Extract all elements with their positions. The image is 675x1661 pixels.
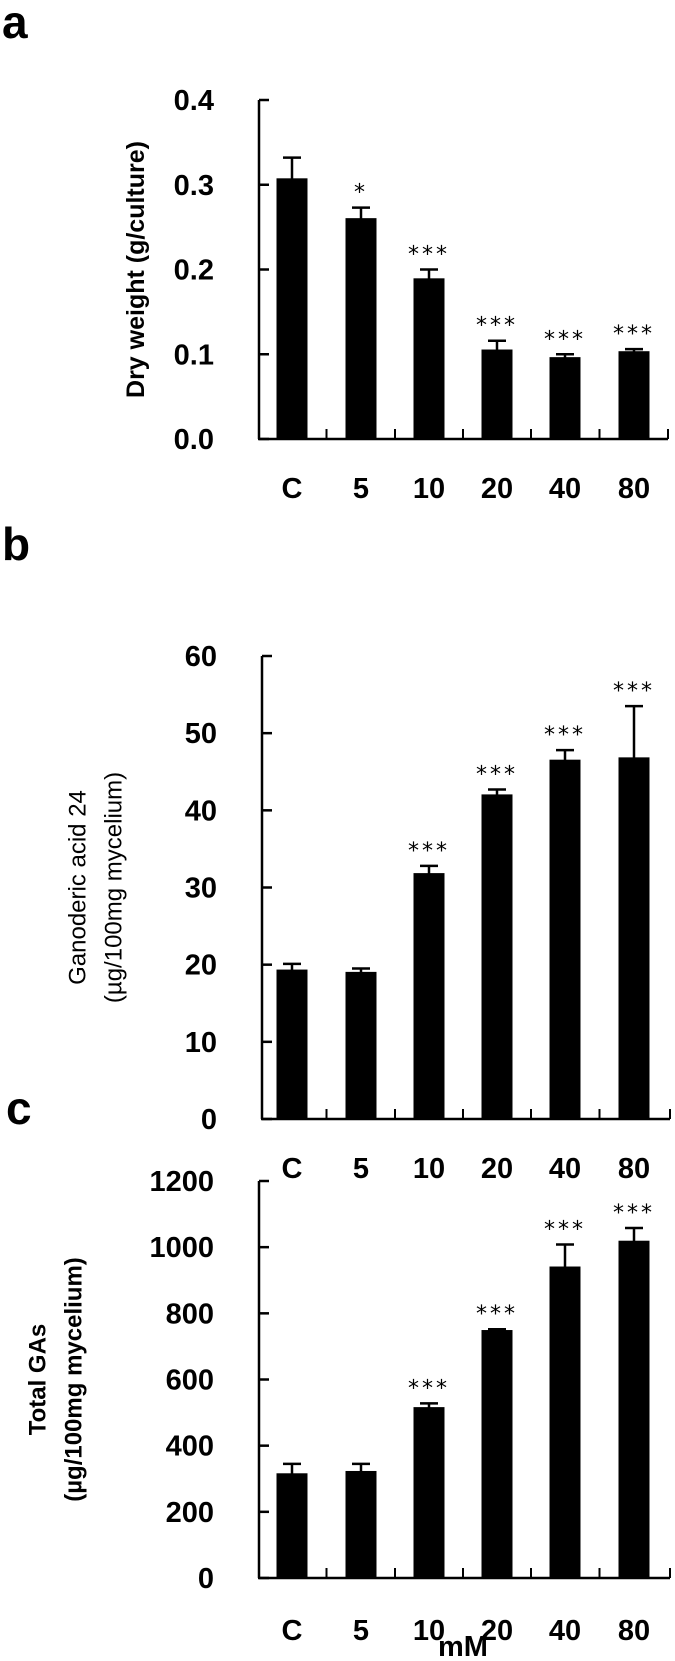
bar-c-5	[345, 1462, 377, 1579]
bar	[549, 759, 581, 1120]
y-tick-label: 20	[185, 950, 217, 982]
bar	[481, 349, 513, 440]
x-tick-label: 40	[549, 1615, 581, 1647]
y-tick-label: 50	[185, 718, 217, 750]
x-axis-label: mM	[438, 1631, 488, 1661]
bar	[549, 357, 581, 440]
bar-a-20: ***	[476, 314, 518, 440]
y-tick-label: 0.1	[174, 339, 214, 371]
y-tick-label: 1200	[149, 1166, 214, 1198]
panel-a: a 0.0 0.1 0.2 0.3 0.4 C * 5 *** 10 *** 20 *** 40 *** 80 D…	[2, 0, 669, 505]
y-tick-label: 0	[201, 1104, 217, 1136]
x-tick-label: 20	[481, 1153, 513, 1185]
bar	[618, 757, 650, 1120]
panel-label: a	[2, 0, 28, 48]
x-tick-label: 40	[549, 473, 581, 505]
y-tick-label: 0	[198, 1563, 214, 1595]
bar-c-20: ***	[476, 1302, 518, 1579]
x-tick-label: 10	[413, 1615, 445, 1647]
significance-marker: ***	[613, 679, 655, 704]
y-tick-label: 40	[185, 795, 217, 827]
significance-marker: ***	[476, 762, 518, 787]
panel-b: b 0 10 20 30 40 50 60 C 5 *** 10 *** 20 *** 40 *** 80 Gano…	[2, 518, 671, 1185]
x-tick-label: 10	[413, 473, 445, 505]
y-tick-label: 400	[166, 1431, 214, 1463]
panel-label: c	[6, 1082, 32, 1134]
bar-b-40: ***	[544, 723, 586, 1120]
bar	[481, 1330, 513, 1579]
bar-b-80: ***	[613, 679, 655, 1120]
significance-marker: ***	[408, 1376, 450, 1401]
bar-a-C	[276, 156, 308, 440]
x-tick-label: C	[282, 473, 303, 505]
bar	[618, 1240, 650, 1579]
x-tick-label: 5	[353, 473, 369, 505]
bar-c-80: ***	[613, 1201, 655, 1579]
significance-marker: ***	[544, 327, 586, 352]
y-tick-label: 0.3	[174, 170, 214, 202]
significance-marker: ***	[544, 723, 586, 748]
bar-c-10: ***	[408, 1376, 450, 1579]
y-tick-label: 800	[166, 1298, 214, 1330]
bar	[413, 873, 445, 1120]
y-tick-label: 200	[166, 1497, 214, 1529]
y-axis-label: Dry weight (g/culture)	[122, 141, 150, 398]
significance-marker: ***	[408, 839, 450, 864]
bar	[549, 1266, 581, 1579]
bar	[276, 969, 308, 1120]
bar	[345, 971, 377, 1120]
significance-marker: ***	[613, 322, 655, 347]
bar-b-C	[276, 962, 308, 1120]
y-tick-label: 60	[185, 641, 217, 673]
significance-marker: ***	[476, 1302, 518, 1327]
x-tick-label: C	[282, 1153, 303, 1185]
bar	[345, 1470, 377, 1579]
bar-b-5	[345, 967, 377, 1120]
x-tick-label: 80	[618, 473, 650, 505]
bar-a-80: ***	[613, 322, 655, 440]
y-axis-label: Total GAs (µg/100mg mycelium)	[24, 1257, 87, 1502]
bar-a-5: *	[345, 181, 377, 440]
x-tick-label: 80	[618, 1153, 650, 1185]
bar-c-40: ***	[544, 1218, 586, 1579]
y-axis-label: Ganoderic acid 24 (µg/100mg mycelium)	[64, 772, 127, 1003]
y-tick-label: 10	[185, 1027, 217, 1059]
significance-marker: ***	[613, 1201, 655, 1226]
significance-marker: ***	[544, 1218, 586, 1243]
bar-b-20: ***	[476, 762, 518, 1120]
x-tick-label: 5	[353, 1153, 369, 1185]
x-tick-label: 5	[353, 1615, 369, 1647]
bar-a-10: ***	[408, 243, 450, 440]
bar	[345, 218, 377, 440]
x-tick-label: 10	[413, 1153, 445, 1185]
significance-marker: ***	[476, 314, 518, 339]
significance-marker: *	[354, 181, 368, 206]
bar	[413, 1407, 445, 1579]
bar-b-10: ***	[408, 839, 450, 1120]
bar	[276, 1473, 308, 1579]
x-tick-label: 20	[481, 1615, 513, 1647]
bar-a-40: ***	[544, 327, 586, 440]
y-tick-label: 0.0	[174, 424, 214, 456]
panel-label: b	[2, 518, 30, 570]
y-tick-label: 0.2	[174, 255, 214, 287]
significance-marker: ***	[408, 243, 450, 268]
bar-c-C	[276, 1462, 308, 1579]
y-tick-label: 1000	[149, 1232, 214, 1264]
bar	[618, 351, 650, 440]
y-tick-label: 30	[185, 873, 217, 905]
x-tick-label: 20	[481, 473, 513, 505]
x-tick-label: 40	[549, 1153, 581, 1185]
y-tick-label: 600	[166, 1365, 214, 1397]
y-tick-label: 0.4	[174, 85, 214, 117]
bar	[413, 278, 445, 440]
x-tick-label: C	[282, 1615, 303, 1647]
bar	[481, 794, 513, 1120]
bar	[276, 178, 308, 440]
x-tick-label: 80	[618, 1615, 650, 1647]
